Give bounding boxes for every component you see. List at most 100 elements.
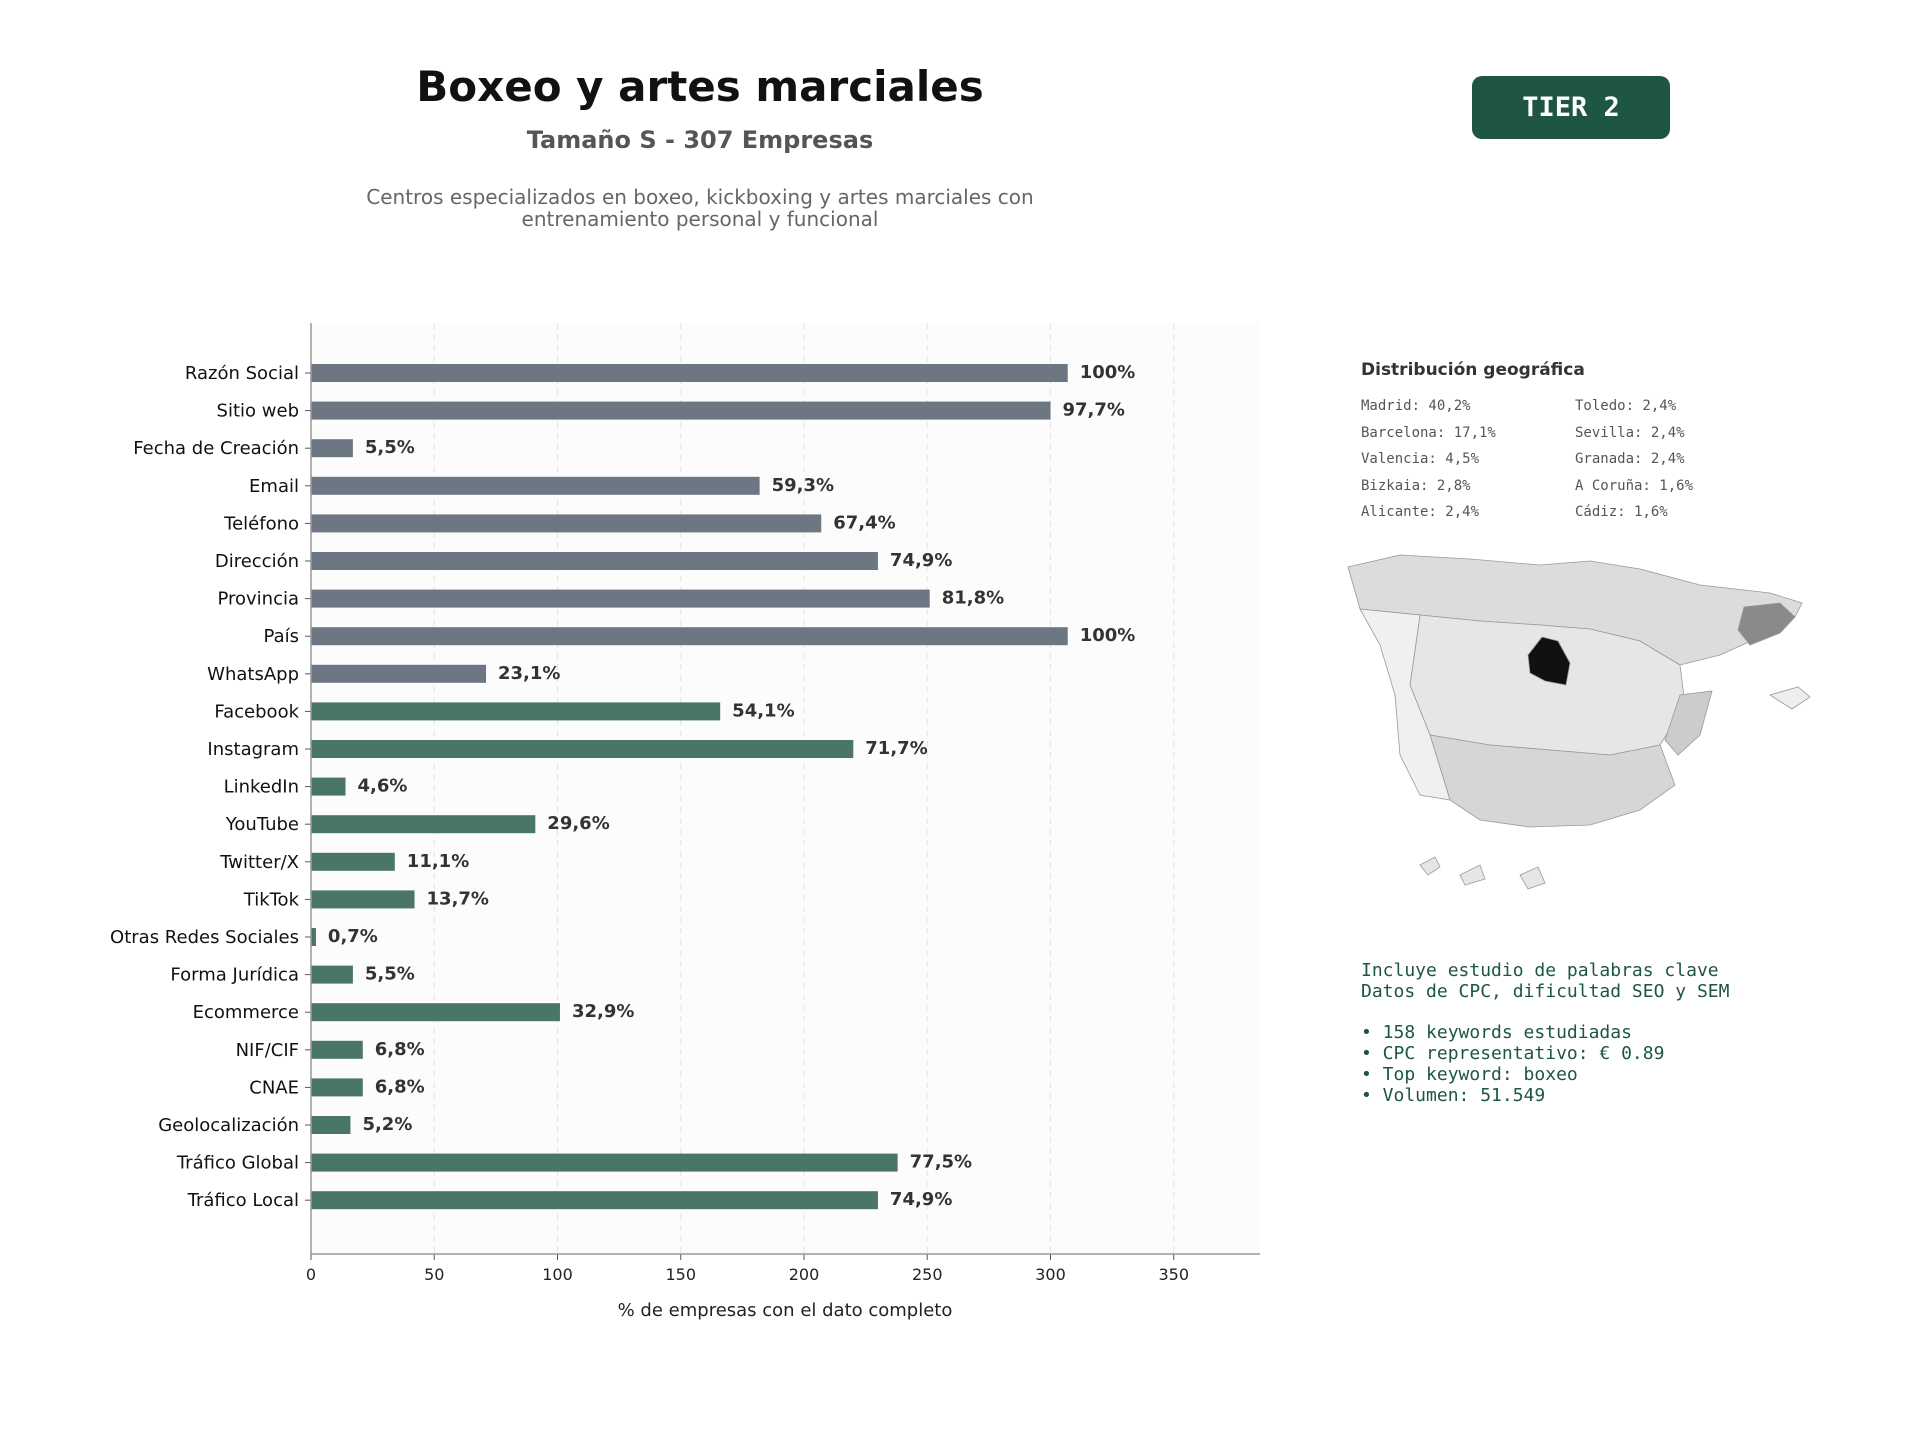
bar bbox=[311, 777, 346, 796]
category-label: Sitio web bbox=[217, 401, 299, 422]
value-label: 71,7% bbox=[865, 738, 927, 759]
bar bbox=[311, 852, 395, 871]
category-label: Dirección bbox=[215, 551, 299, 572]
value-label: 4,6% bbox=[358, 776, 408, 797]
bar bbox=[311, 1078, 363, 1097]
category-labels: Razón Social Sitio web Fecha de Creación Em… bbox=[110, 363, 311, 1211]
value-label: 77,5% bbox=[910, 1152, 972, 1173]
x-tick-label: 100 bbox=[542, 1265, 573, 1284]
category-label: Twitter/X bbox=[219, 852, 299, 873]
x-ticks: 0 50 100 150 200 250 300 350 bbox=[306, 1254, 1189, 1284]
description-line-2: entrenamiento personal y funcional bbox=[521, 207, 879, 231]
keywords-bullet: • Volumen: 51.549 bbox=[1361, 1085, 1546, 1106]
value-label: 29,6% bbox=[547, 813, 609, 834]
keywords-block: Incluye estudio de palabras clave Datos … bbox=[1361, 960, 1729, 1106]
category-label: Geolocalización bbox=[158, 1115, 299, 1136]
bars bbox=[311, 364, 1068, 1210]
category-label: Teléfono bbox=[223, 513, 299, 534]
bar bbox=[311, 476, 760, 495]
geo-title: Distribución geográfica bbox=[1361, 360, 1585, 380]
bar bbox=[311, 1003, 560, 1022]
bar bbox=[311, 664, 487, 683]
map-canaries bbox=[1419, 856, 1546, 890]
value-label: 81,8% bbox=[942, 588, 1004, 609]
value-label: 23,1% bbox=[498, 663, 560, 684]
value-label: 67,4% bbox=[833, 512, 895, 533]
value-label: 13,7% bbox=[427, 888, 489, 909]
x-tick-label: 350 bbox=[1158, 1265, 1189, 1284]
value-label: 97,7% bbox=[1062, 400, 1124, 421]
category-label: TikTok bbox=[243, 889, 300, 910]
value-label: 74,9% bbox=[890, 550, 952, 571]
map-balearics bbox=[1769, 686, 1811, 710]
value-label: 54,1% bbox=[732, 700, 794, 721]
geo-item: Alicante: 2,4% bbox=[1361, 504, 1480, 520]
keywords-line-2: Datos de CPC, dificultad SEO y SEM bbox=[1361, 981, 1730, 1002]
keywords-bullet: • CPC representativo: € 0.89 bbox=[1361, 1043, 1665, 1064]
category-label: Ecommerce bbox=[193, 1002, 299, 1023]
bar bbox=[311, 401, 1051, 420]
category-label: NIF/CIF bbox=[236, 1040, 299, 1061]
geo-item: A Coruña: 1,6% bbox=[1575, 477, 1694, 494]
map-madrid bbox=[1527, 636, 1571, 686]
keywords-bullet: • 158 keywords estudiadas bbox=[1361, 1022, 1632, 1043]
value-label: 0,7% bbox=[328, 926, 378, 947]
bar bbox=[311, 1191, 878, 1210]
category-label: Facebook bbox=[214, 701, 299, 722]
value-label: 6,8% bbox=[375, 1076, 425, 1097]
spain-map bbox=[1347, 554, 1811, 890]
category-label: Razón Social bbox=[185, 363, 299, 384]
bar bbox=[311, 627, 1068, 646]
geo-item: Cádiz: 1,6% bbox=[1575, 504, 1668, 520]
x-tick-label: 200 bbox=[789, 1265, 820, 1284]
bar bbox=[311, 965, 353, 984]
map-south-region bbox=[1429, 734, 1676, 828]
x-tick-label: 50 bbox=[424, 1265, 444, 1284]
category-label: Email bbox=[249, 476, 299, 497]
category-label: Tráfico Global bbox=[176, 1153, 299, 1174]
geo-list-2: Toledo: 2,4% Sevilla: 2,4% Granada: 2,4%… bbox=[1575, 398, 1693, 531]
category-label: Otras Redes Sociales bbox=[110, 927, 299, 948]
map-west-region bbox=[1359, 608, 1451, 801]
category-label: WhatsApp bbox=[207, 664, 299, 685]
bar bbox=[311, 364, 1068, 382]
x-tick-label: 150 bbox=[665, 1265, 696, 1284]
bar bbox=[311, 552, 878, 570]
keywords-bullet: • Top keyword: boxeo bbox=[1361, 1064, 1578, 1085]
geo-item: Barcelona: 17,1% bbox=[1361, 424, 1496, 441]
bar bbox=[311, 890, 415, 909]
description: Centros especializados en boxeo, kickbox… bbox=[300, 186, 1100, 230]
value-label: 59,3% bbox=[772, 475, 834, 496]
category-label: Provincia bbox=[217, 589, 299, 610]
x-tick-label: 250 bbox=[912, 1265, 943, 1284]
category-label: Forma Jurídica bbox=[170, 965, 299, 986]
value-label: 11,1% bbox=[407, 851, 469, 872]
value-label: 5,2% bbox=[362, 1114, 412, 1135]
value-label: 32,9% bbox=[572, 1001, 634, 1022]
value-label: 100% bbox=[1080, 625, 1136, 646]
category-label: CNAE bbox=[249, 1077, 299, 1098]
value-label: 100% bbox=[1080, 362, 1136, 383]
bar bbox=[311, 514, 822, 533]
geo-item: Madrid: 40,2% bbox=[1361, 398, 1471, 414]
category-label: Tráfico Local bbox=[187, 1190, 299, 1211]
page-title: Boxeo y artes marciales bbox=[416, 62, 984, 111]
value-label: 5,5% bbox=[365, 964, 415, 985]
bar bbox=[311, 702, 721, 721]
geo-item: Sevilla: 2,4% bbox=[1575, 424, 1685, 441]
x-axis-label: % de empresas con el dato completo bbox=[618, 1300, 953, 1321]
x-tick-label: 300 bbox=[1035, 1265, 1066, 1284]
bar bbox=[311, 1153, 898, 1172]
map-catalonia bbox=[1737, 602, 1796, 646]
x-tick-label: 0 bbox=[306, 1265, 316, 1284]
keywords-line-1: Incluye estudio de palabras clave bbox=[1361, 960, 1719, 981]
bar bbox=[311, 439, 353, 458]
bar bbox=[311, 589, 930, 608]
bar bbox=[311, 740, 854, 758]
bar bbox=[311, 1040, 363, 1059]
value-label: 6,8% bbox=[375, 1039, 425, 1060]
category-label: Instagram bbox=[207, 739, 299, 760]
category-label: País bbox=[264, 626, 299, 647]
map-valencia bbox=[1664, 690, 1713, 756]
